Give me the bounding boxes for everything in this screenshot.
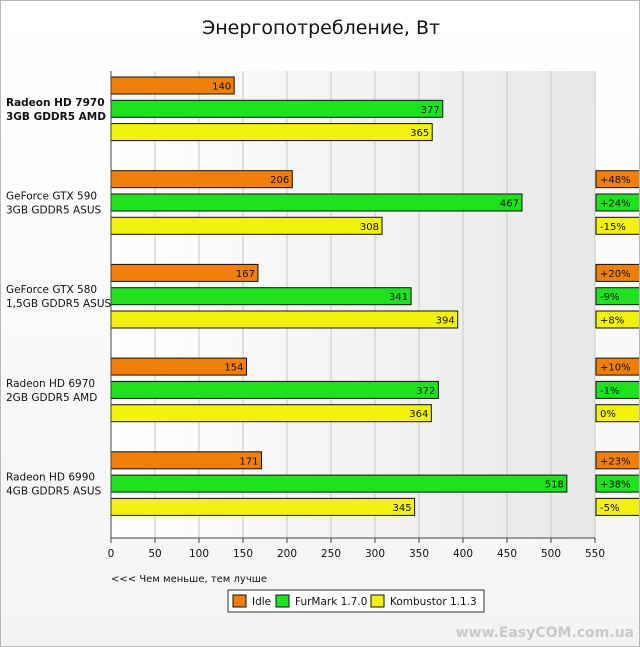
legend: Idle FurMark 1.7.0 Kombustor 1.1.3 <box>227 589 485 613</box>
category-label: 2GB GDDR5 AMD <box>6 392 97 404</box>
lower-is-better-note: <<< Чем меньше, тем лучше <box>111 574 267 585</box>
bar <box>110 404 432 423</box>
delta-label: -9% <box>600 292 619 303</box>
category-label: 3GB GDDR5 ASUS <box>6 205 102 217</box>
bar-value-label: 140 <box>212 82 231 93</box>
bar <box>110 474 568 493</box>
legend-swatch <box>232 594 247 608</box>
bar-value-label: 154 <box>224 363 243 374</box>
bar <box>110 123 433 142</box>
bar-value-label: 206 <box>270 175 289 186</box>
delta-label: 0% <box>600 409 616 420</box>
delta-box <box>595 451 639 470</box>
bar-value-label: 394 <box>436 316 455 327</box>
x-tick-label: 550 <box>585 548 605 560</box>
bar-value-label: 365 <box>410 128 429 139</box>
x-tick-label: 50 <box>148 548 161 560</box>
bar <box>110 287 412 306</box>
x-tick-label: 0 <box>108 548 115 560</box>
bar <box>110 216 383 235</box>
delta-box <box>595 193 639 212</box>
bar-value-label: 345 <box>393 503 412 514</box>
bar <box>110 170 293 189</box>
delta-box <box>595 263 639 282</box>
x-tick-label: 200 <box>277 548 297 560</box>
x-axis: 0 50 100 150 200 250 300 350 400 450 500 550 <box>108 71 605 560</box>
bar <box>110 193 523 212</box>
legend-label: FurMark 1.7.0 <box>295 596 367 608</box>
bar-value-label: 167 <box>236 269 255 280</box>
category-label: 3GB GDDR5 AMD <box>6 111 106 123</box>
legend-label: Kombustor 1.1.3 <box>390 596 477 608</box>
delta-box <box>595 287 639 306</box>
x-tick-label: 450 <box>497 548 517 560</box>
x-tick-label: 400 <box>453 548 473 560</box>
x-tick-label: 150 <box>233 548 253 560</box>
delta-box <box>595 357 639 376</box>
delta-label: -5% <box>600 503 619 514</box>
bar-value-label: 372 <box>416 386 435 397</box>
bar-value-label: 377 <box>421 105 440 116</box>
x-tick-label: 300 <box>365 548 385 560</box>
category-label: 4GB GDDR5 ASUS <box>6 486 102 498</box>
bars-layer <box>110 76 639 516</box>
delta-label: +8% <box>600 316 624 327</box>
delta-box <box>595 310 639 329</box>
delta-label: -15% <box>600 222 626 233</box>
category-label: Radeon HD 6970 <box>6 378 95 390</box>
bar <box>110 310 459 329</box>
watermark: www.EasyCOM.com.ua <box>456 625 634 641</box>
delta-label: +10% <box>600 363 631 374</box>
x-tick-label: 100 <box>189 548 209 560</box>
bar <box>110 380 439 399</box>
bar-value-label: 171 <box>239 456 258 467</box>
delta-label: +24% <box>600 199 631 210</box>
category-label: 1,5GB GDDR5 ASUS <box>6 298 112 310</box>
bar <box>110 99 444 118</box>
bar-value-label: 518 <box>545 480 564 491</box>
chart-title: Энергопотребление, Вт <box>202 17 440 39</box>
delta-label: -1% <box>600 386 619 397</box>
legend-box <box>227 589 485 613</box>
bar-value-label: 467 <box>500 199 519 210</box>
legend-swatch <box>370 594 385 608</box>
bar-value-label: 364 <box>409 409 428 420</box>
x-tick-label: 250 <box>321 548 341 560</box>
delta-box <box>595 380 639 399</box>
delta-label: +38% <box>600 480 631 491</box>
x-tick-label: 500 <box>541 548 561 560</box>
delta-box <box>595 497 639 516</box>
legend-swatch <box>275 594 290 608</box>
delta-label: +48% <box>600 175 631 186</box>
delta-box <box>595 170 639 189</box>
legend-label: Idle <box>252 596 271 608</box>
labels-layer: Radeon HD 7970 3GB GDDR5 AMD 140 377 365 GeFo… <box>6 82 631 514</box>
category-label: GeForce GTX 580 <box>6 284 97 296</box>
delta-box <box>595 474 639 493</box>
bar <box>110 497 416 516</box>
delta-label: +23% <box>600 456 631 467</box>
category-label: Radeon HD 7970 <box>6 97 105 109</box>
bar-value-label: 341 <box>389 292 408 303</box>
delta-box <box>595 404 639 423</box>
category-label: GeForce GTX 590 <box>6 191 97 203</box>
delta-box <box>595 216 639 235</box>
x-tick-label: 350 <box>409 548 429 560</box>
bar-value-label: 308 <box>360 222 379 233</box>
delta-label: +20% <box>600 269 631 280</box>
category-label: Radeon HD 6990 <box>6 472 95 484</box>
